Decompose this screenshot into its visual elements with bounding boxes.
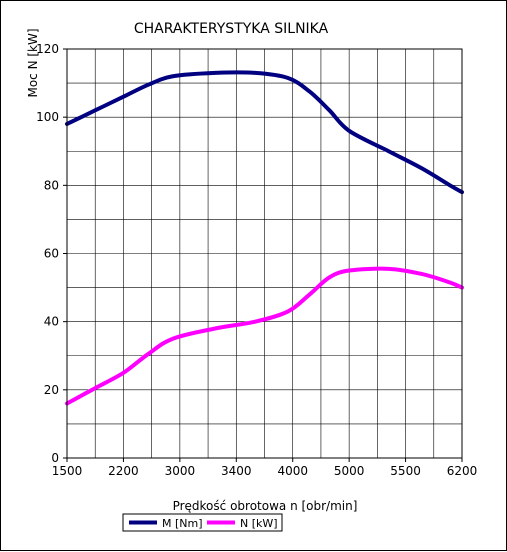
series-layer <box>65 70 464 406</box>
tick-labels: 1500 2200 3000 3400 4000 5000 5500 6200 0 20 40 60 8… <box>36 42 477 478</box>
x-tick-label: 1500 <box>52 464 83 478</box>
x-tick-label: 6200 <box>447 464 478 478</box>
y-tick-label: 20 <box>44 383 59 397</box>
y-axis-label: Moc N [kW] <box>26 28 40 97</box>
legend-label: N [kW] <box>240 517 278 530</box>
x-tick-label: 5500 <box>390 464 421 478</box>
x-tick-label: 2200 <box>108 464 139 478</box>
plot-area-border <box>66 48 463 459</box>
y-tick-label: 120 <box>36 42 59 56</box>
x-axis-label: Prędkość obrotowa n [obr/min] <box>173 499 358 513</box>
x-tick-label: 4000 <box>277 464 308 478</box>
series-line-1 <box>65 266 464 406</box>
chart-title: CHARAKTERYSTYKA SILNIKA <box>134 21 329 37</box>
series-line-0 <box>65 70 464 195</box>
legend: M [Nm] N [kW] <box>122 513 283 532</box>
y-tick-label: 0 <box>51 451 59 465</box>
y-tick-label: 60 <box>44 247 59 261</box>
legend-box <box>122 513 283 532</box>
x-tick-label: 5000 <box>334 464 365 478</box>
x-tick-label: 3400 <box>221 464 252 478</box>
y-tick-label: 40 <box>44 315 59 329</box>
x-tick-label: 3000 <box>165 464 196 478</box>
grid <box>67 49 462 458</box>
legend-label: M [Nm] <box>162 517 203 530</box>
y-tick-label: 80 <box>44 178 59 192</box>
y-tick-label: 100 <box>36 110 59 124</box>
